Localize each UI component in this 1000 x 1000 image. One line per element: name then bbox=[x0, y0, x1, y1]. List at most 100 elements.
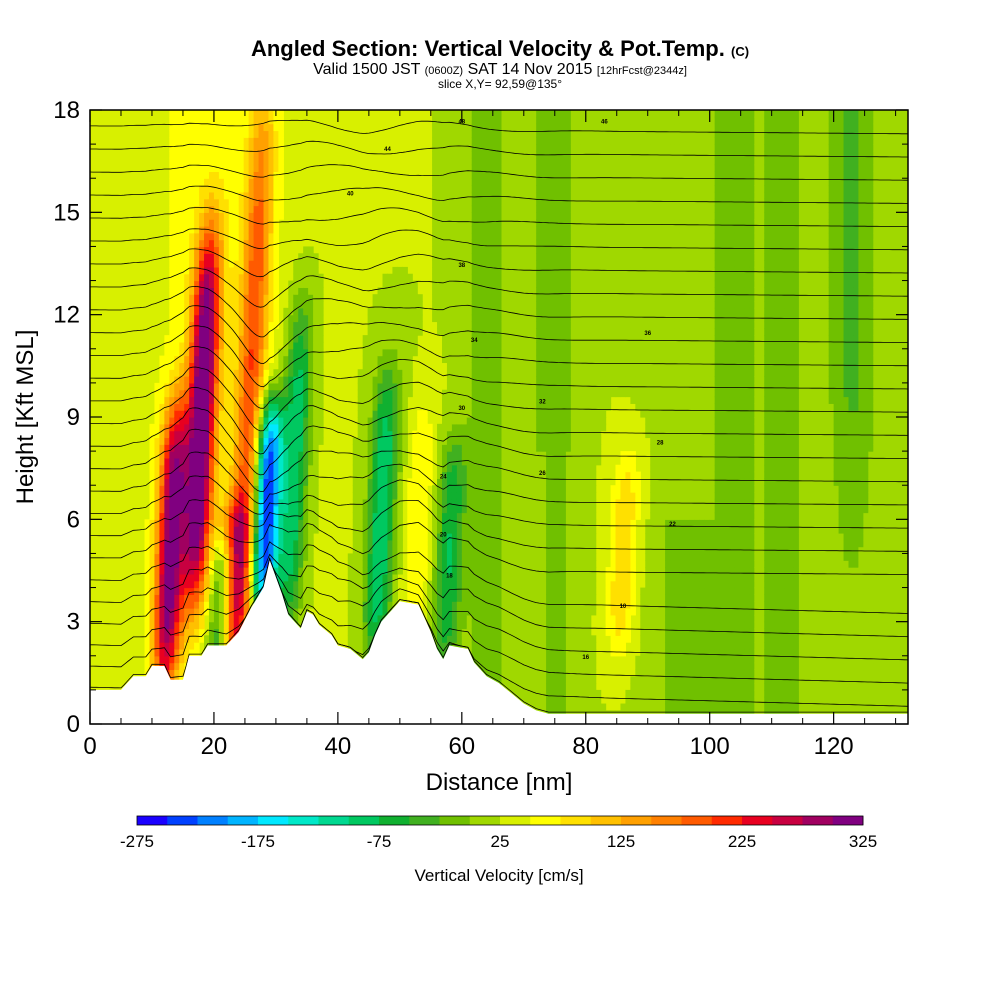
field-cell bbox=[184, 423, 190, 432]
field-cell bbox=[164, 417, 170, 425]
field-cell bbox=[174, 178, 180, 186]
field-cell bbox=[169, 498, 175, 507]
field-cell bbox=[392, 437, 398, 445]
field-cell bbox=[263, 567, 270, 575]
field-cell bbox=[501, 369, 508, 377]
field-cell bbox=[303, 294, 309, 302]
field-cell bbox=[511, 273, 517, 282]
field-cell bbox=[228, 198, 235, 207]
field-cell bbox=[233, 362, 240, 370]
field-cell bbox=[456, 369, 463, 377]
field-cell bbox=[456, 198, 463, 207]
field-cell bbox=[179, 301, 185, 309]
field-cell bbox=[417, 437, 423, 445]
field-cell bbox=[263, 457, 270, 466]
field-cell bbox=[253, 294, 260, 302]
field-cell bbox=[451, 348, 458, 357]
field-cell bbox=[194, 417, 200, 425]
field-cell bbox=[199, 130, 205, 138]
field-cell bbox=[407, 505, 413, 514]
field-cell bbox=[362, 642, 369, 650]
field-cell bbox=[228, 539, 235, 548]
field-cell bbox=[228, 130, 235, 138]
field-cell bbox=[432, 628, 438, 636]
field-cell bbox=[476, 362, 483, 370]
field-cell bbox=[432, 539, 438, 548]
field-cell bbox=[382, 321, 389, 329]
field-cell bbox=[511, 328, 517, 336]
field-cell bbox=[248, 362, 255, 370]
field-cell bbox=[233, 157, 240, 166]
field-cell bbox=[506, 444, 512, 452]
field-cell bbox=[397, 560, 403, 568]
field-cell bbox=[174, 403, 180, 411]
field-cell bbox=[451, 341, 458, 350]
field-cell bbox=[189, 369, 195, 377]
field-cell bbox=[412, 328, 418, 336]
field-cell bbox=[362, 519, 369, 527]
field-cell bbox=[194, 457, 200, 466]
field-cell bbox=[357, 580, 364, 589]
field-cell bbox=[501, 519, 508, 527]
field-cell bbox=[164, 437, 170, 445]
field-cell bbox=[208, 464, 215, 473]
field-cell bbox=[461, 266, 468, 275]
field-cell bbox=[313, 478, 319, 486]
field-cell bbox=[496, 655, 503, 664]
field-cell bbox=[486, 628, 493, 636]
field-cell bbox=[223, 389, 230, 398]
field-cell bbox=[496, 573, 503, 582]
field-cell bbox=[476, 376, 483, 384]
field-cell bbox=[491, 273, 498, 282]
field-cell bbox=[476, 382, 483, 391]
field-cell bbox=[194, 164, 200, 172]
field-cell bbox=[461, 253, 468, 261]
field-cell bbox=[471, 335, 478, 343]
field-cell bbox=[149, 519, 156, 527]
field-cell bbox=[189, 341, 195, 350]
field-cell bbox=[506, 307, 512, 316]
field-cell bbox=[164, 382, 170, 391]
field-cell bbox=[466, 580, 473, 589]
field-cell bbox=[199, 560, 205, 568]
field-cell bbox=[248, 219, 255, 227]
field-cell bbox=[204, 137, 210, 145]
field-cell bbox=[392, 266, 398, 275]
field-cell bbox=[174, 444, 180, 452]
field-cell bbox=[402, 266, 408, 275]
field-cell bbox=[298, 348, 304, 357]
field-cell bbox=[238, 321, 245, 329]
field-cell bbox=[367, 403, 374, 411]
field-cell bbox=[486, 437, 493, 445]
field-cell bbox=[486, 560, 493, 568]
field-cell bbox=[392, 423, 398, 432]
field-cell bbox=[228, 362, 235, 370]
field-cell bbox=[441, 341, 448, 350]
field-cell bbox=[501, 266, 508, 275]
field-cell bbox=[412, 512, 418, 520]
field-cell bbox=[501, 362, 508, 370]
field-cell bbox=[258, 437, 265, 445]
field-cell bbox=[491, 232, 498, 241]
field-cell bbox=[308, 423, 314, 432]
field-cell bbox=[189, 423, 195, 432]
field-cell bbox=[288, 539, 294, 548]
field-cell bbox=[461, 178, 468, 186]
field-cell bbox=[253, 444, 260, 452]
field-cell bbox=[179, 451, 185, 459]
field-cell bbox=[278, 382, 284, 391]
field-cell bbox=[308, 567, 314, 575]
field-cell bbox=[238, 239, 245, 248]
field-cell bbox=[218, 444, 225, 452]
field-cell bbox=[456, 110, 463, 118]
field-cell bbox=[441, 410, 448, 418]
field-cell bbox=[189, 110, 195, 118]
field-cell bbox=[154, 457, 161, 466]
field-cell bbox=[184, 376, 190, 384]
field-cell bbox=[486, 239, 493, 248]
field-cell bbox=[461, 110, 468, 118]
field-cell bbox=[357, 532, 364, 541]
field-cell bbox=[387, 410, 394, 418]
field-cell bbox=[174, 560, 180, 568]
field-cell bbox=[238, 437, 245, 445]
